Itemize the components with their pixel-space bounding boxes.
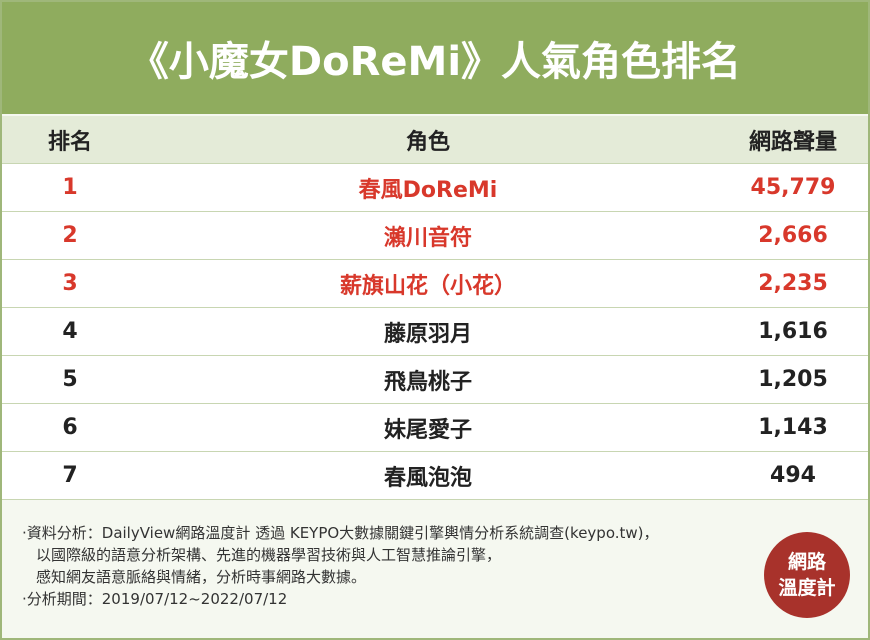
cell: 6 [62, 415, 78, 440]
header-row: 排名 角色 網路聲量 [2, 116, 868, 164]
cell: 1,205 [758, 367, 828, 392]
table-row: 6 妹尾愛子 1,143 [2, 404, 868, 452]
cell: 瀨川音符 [383, 225, 472, 251]
table: 排名 角色 網路聲量 1 春風DoReMi 45,779 2 瀨川音符 2,666 3 薪旗山花（小… [2, 116, 868, 500]
cell: 7 [62, 463, 78, 488]
cell: 494 [770, 463, 816, 488]
column-header: 網路聲量 [748, 129, 837, 155]
cell: 2,235 [758, 271, 828, 296]
cell: 5 [62, 367, 78, 392]
table-row: 5 飛鳥桃子 1,205 [2, 356, 868, 404]
table-row: 1 春風DoReMi 45,779 [2, 164, 868, 212]
logo-text: 網路 [787, 551, 826, 573]
cell: 薪旗山花（小花） [339, 273, 516, 299]
cell: 3 [62, 271, 78, 296]
cell: 春風泡泡 [383, 465, 472, 491]
cell: 45,779 [750, 175, 836, 200]
column-header: 角色 [405, 129, 450, 155]
table-row: 4 藤原羽月 1,616 [2, 308, 868, 356]
table-row: 2 瀨川音符 2,666 [2, 212, 868, 260]
logo-text: 溫度計 [778, 577, 836, 599]
cell: 妹尾愛子 [383, 417, 472, 443]
cell: 1,616 [758, 319, 828, 344]
title: 《小魔女DoReMi》人氣角色排名 [2, 2, 868, 114]
cell: 藤原羽月 [383, 321, 472, 347]
cell: 2,666 [758, 223, 828, 248]
notes: ‧資料分析：DailyView網路溫度計 透過 KEYPO大數據關鍵引擎輿情分析… [22, 522, 659, 610]
cell: 1 [62, 175, 78, 200]
cell: 2 [62, 223, 78, 248]
cell: 飛鳥桃子 [383, 369, 472, 395]
note-line: 感知網友語意脈絡與情緒，分析時事網路大數據。 [36, 568, 367, 586]
note-line: 以國際級的語意分析架構、先進的機器學習技術與人工智慧推論引擎， [36, 546, 502, 564]
logo: 網路 溫度計 [764, 532, 850, 618]
cell: 4 [62, 319, 78, 344]
note-line: ‧資料分析：DailyView網路溫度計 透過 KEYPO大數據關鍵引擎輿情分析… [22, 524, 659, 542]
column-header: 排名 [47, 129, 92, 155]
cell: 春風DoReMi [358, 177, 498, 203]
note-line: ‧分析期間：2019/07/12~2022/07/12 [22, 590, 288, 608]
table-row: 7 春風泡泡 494 [2, 452, 868, 500]
table-row: 3 薪旗山花（小花） 2,235 [2, 260, 868, 308]
cell: 1,143 [758, 415, 828, 440]
